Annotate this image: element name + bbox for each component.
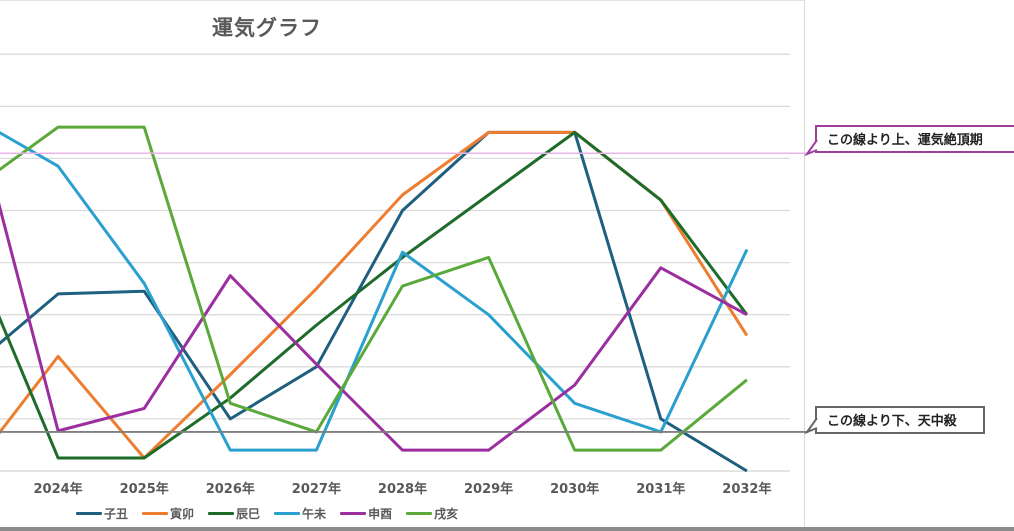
x-tick-label: 2032年 [722, 482, 772, 497]
x-tick-label: 2025年 [119, 482, 169, 497]
legend-item: 午未 [274, 505, 326, 522]
x-tick-label: 2031年 [636, 482, 686, 497]
bottom-rule [0, 527, 1014, 531]
series-line-申酉 [0, 202, 748, 452]
legend-swatch-icon [142, 512, 169, 515]
series-line-辰巳 [0, 130, 749, 460]
legend-swatch-icon [208, 512, 235, 515]
legend-item: 戌亥 [406, 505, 458, 522]
gridlines [0, 53, 790, 472]
legend-label: 午未 [302, 507, 327, 521]
legend-swatch-icon [406, 512, 433, 515]
legend-item: 寅卯 [142, 505, 194, 522]
legend: 子丑 寅卯 辰巳 午未 申酉 戌亥 [76, 505, 458, 522]
legend-item: 子丑 [76, 505, 128, 522]
callout-tenchusatsu-pointer [804, 418, 818, 435]
x-tick-label: 2026年 [205, 482, 255, 497]
series-line-午未 [0, 131, 749, 452]
legend-swatch-icon [76, 512, 102, 515]
series-line-戌亥 [0, 125, 748, 452]
legend-swatch-icon [340, 512, 367, 515]
x-tick-label: 2029年 [464, 482, 514, 497]
x-tick-label: 2027年 [291, 482, 341, 497]
legend-label: 申酉 [368, 507, 393, 521]
series-line-子丑 [0, 130, 748, 473]
x-tick-label: 2024年 [33, 482, 83, 497]
callout-tenchusatsu: この線より下、天中殺 [815, 406, 985, 434]
series-lines [0, 125, 749, 473]
callout-peak-pointer [804, 140, 818, 157]
callout-peak: この線より上、運気絶頂期 [815, 125, 1014, 153]
legend-label: 戌亥 [434, 507, 459, 521]
reference-lines [0, 152, 808, 433]
chart-title: 運気グラフ [212, 16, 322, 40]
chart-frame [0, 0, 805, 527]
x-tick-label: 2030年 [550, 482, 600, 497]
legend-item: 申酉 [340, 505, 392, 522]
legend-label: 寅卯 [170, 507, 195, 521]
legend-swatch-icon [274, 512, 301, 515]
legend-label: 子丑 [104, 507, 129, 521]
x-tick-label: 2028年 [377, 482, 428, 497]
legend-label: 辰巳 [236, 507, 261, 521]
legend-item: 辰巳 [208, 505, 260, 522]
